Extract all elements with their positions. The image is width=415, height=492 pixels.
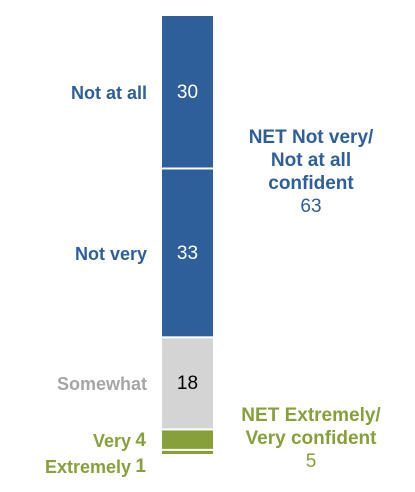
value-label-extremely: 1	[135, 456, 146, 477]
net-value-2: 5	[305, 451, 317, 472]
category-label-very: Very	[92, 431, 131, 451]
net-label-1-line-1: NET Not very/	[248, 127, 374, 148]
net-label-2-line-2: Very confident	[245, 428, 377, 449]
value-label-somewhat: 18	[176, 373, 199, 395]
bar-segment-not-at-all	[162, 16, 213, 168]
net-label-1-line-3: confident	[268, 173, 354, 194]
bar-segment-very	[162, 430, 213, 449]
net-label-1-line-2: Not at all	[270, 150, 352, 171]
category-label-extremely: Extremely	[44, 457, 131, 477]
value-label-not-very: 33	[176, 242, 199, 264]
bar-segment-extremely	[162, 450, 213, 454]
bar-segment-not-very	[162, 169, 213, 337]
net-value-1: 63	[300, 196, 322, 217]
value-label-very: 4	[135, 430, 146, 451]
net-label-2-line-1: NET Extremely/	[241, 405, 381, 426]
category-label-somewhat: Somewhat	[56, 374, 147, 395]
category-label-not-at-all: Not at all	[70, 82, 147, 103]
category-label-not-very: Not very	[74, 243, 147, 264]
value-label-not-at-all: 30	[176, 81, 199, 103]
bar-segment-somewhat	[162, 338, 213, 429]
